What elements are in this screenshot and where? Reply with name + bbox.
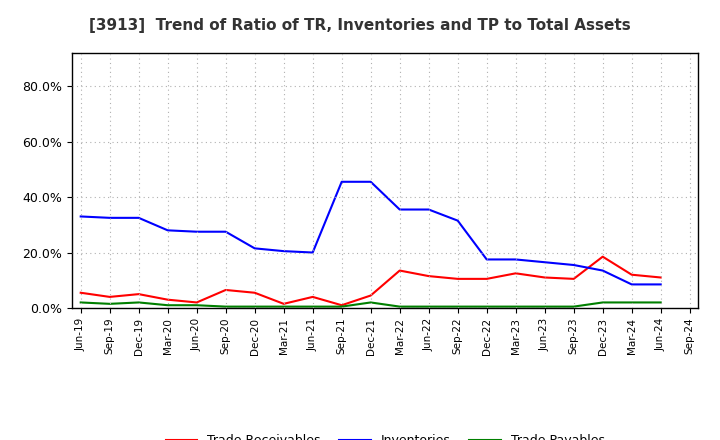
Trade Receivables — [135, 291, 143, 297]
Trade Receivables — [454, 276, 462, 282]
Trade Receivables — [627, 272, 636, 277]
Inventories — [395, 207, 404, 212]
Trade Receivables — [482, 276, 491, 282]
Trade Payables — [454, 304, 462, 309]
Trade Payables — [570, 304, 578, 309]
Inventories — [76, 214, 85, 219]
Inventories — [657, 282, 665, 287]
Trade Payables — [482, 304, 491, 309]
Trade Receivables — [163, 297, 172, 302]
Trade Payables — [424, 304, 433, 309]
Text: [3913]  Trend of Ratio of TR, Inventories and TP to Total Assets: [3913] Trend of Ratio of TR, Inventories… — [89, 18, 631, 33]
Trade Payables — [598, 300, 607, 305]
Inventories — [221, 229, 230, 235]
Trade Payables — [163, 303, 172, 308]
Inventories — [511, 257, 520, 262]
Trade Receivables — [366, 293, 375, 298]
Inventories — [627, 282, 636, 287]
Inventories — [105, 215, 114, 220]
Trade Payables — [366, 300, 375, 305]
Line: Inventories: Inventories — [81, 182, 661, 284]
Trade Payables — [105, 301, 114, 307]
Legend: Trade Receivables, Inventories, Trade Payables: Trade Receivables, Inventories, Trade Pa… — [161, 429, 610, 440]
Trade Receivables — [279, 301, 288, 307]
Trade Receivables — [221, 287, 230, 293]
Trade Receivables — [598, 254, 607, 259]
Trade Payables — [76, 300, 85, 305]
Trade Payables — [308, 304, 317, 309]
Trade Receivables — [657, 275, 665, 280]
Inventories — [570, 262, 578, 268]
Inventories — [598, 268, 607, 273]
Trade Receivables — [76, 290, 85, 295]
Trade Payables — [338, 304, 346, 309]
Trade Payables — [251, 304, 259, 309]
Inventories — [135, 215, 143, 220]
Inventories — [454, 218, 462, 223]
Inventories — [163, 227, 172, 233]
Inventories — [338, 179, 346, 184]
Inventories — [251, 246, 259, 251]
Inventories — [541, 260, 549, 265]
Trade Receivables — [308, 294, 317, 300]
Trade Receivables — [424, 273, 433, 279]
Inventories — [424, 207, 433, 212]
Trade Receivables — [338, 303, 346, 308]
Trade Receivables — [251, 290, 259, 295]
Trade Receivables — [395, 268, 404, 273]
Trade Payables — [279, 304, 288, 309]
Inventories — [279, 249, 288, 254]
Trade Receivables — [192, 300, 201, 305]
Trade Payables — [541, 304, 549, 309]
Trade Payables — [657, 300, 665, 305]
Trade Payables — [627, 300, 636, 305]
Line: Trade Receivables: Trade Receivables — [81, 257, 661, 305]
Inventories — [366, 179, 375, 184]
Trade Receivables — [570, 276, 578, 282]
Trade Payables — [221, 304, 230, 309]
Trade Receivables — [541, 275, 549, 280]
Trade Payables — [395, 304, 404, 309]
Line: Trade Payables: Trade Payables — [81, 302, 661, 307]
Trade Payables — [192, 303, 201, 308]
Trade Payables — [511, 304, 520, 309]
Inventories — [482, 257, 491, 262]
Inventories — [308, 250, 317, 255]
Inventories — [192, 229, 201, 235]
Trade Receivables — [105, 294, 114, 300]
Trade Receivables — [511, 271, 520, 276]
Trade Payables — [135, 300, 143, 305]
